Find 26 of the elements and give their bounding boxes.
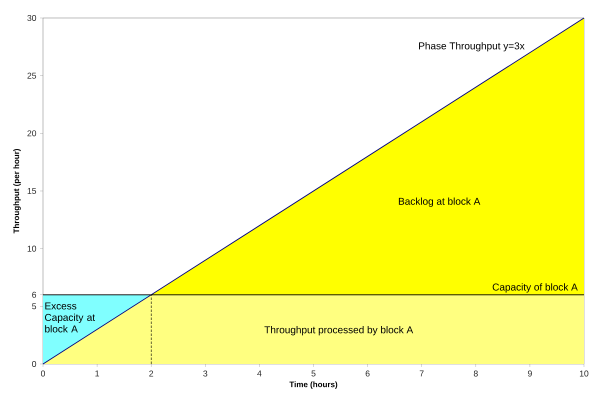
y-tick-label: 15 (28, 188, 36, 194)
y-tick-label: 30 (27, 14, 36, 21)
x-tick-label: 0 (40, 370, 46, 377)
y-axis-title: Throughput (per hour) (13, 148, 21, 234)
x-tick-label: 2 (149, 370, 154, 376)
series-label: Backlog at block A (398, 197, 480, 207)
x-tick-label: 5 (311, 370, 316, 376)
y-tick-label: 0 (32, 360, 36, 367)
series-label: Phase Throughput y=3x (419, 42, 525, 52)
series-label: Excess Capacity at block A (45, 302, 96, 332)
x-tick-label: 4 (257, 370, 262, 376)
x-tick-label: 8 (474, 370, 478, 377)
x-tick-label: 3 (203, 370, 208, 377)
series-label: Throughput processed by block A (264, 326, 414, 336)
y-tick-label: 10 (28, 246, 36, 252)
y-tick-label: 25 (27, 72, 36, 79)
x-axis-title: Time (hours) (289, 381, 338, 389)
x-tick-label: 7 (420, 370, 424, 376)
y-tick-label: 20 (27, 130, 36, 136)
x-tick-label: 9 (528, 370, 532, 377)
ref-line-label: Capacity of block A (492, 283, 578, 293)
y-tick-label: 6 (32, 292, 36, 298)
x-tick-label: 6 (366, 370, 370, 377)
y-tick-label: 5 (32, 303, 36, 310)
x-tick-label: 1 (95, 370, 100, 376)
x-tick-label: 10 (580, 370, 588, 377)
